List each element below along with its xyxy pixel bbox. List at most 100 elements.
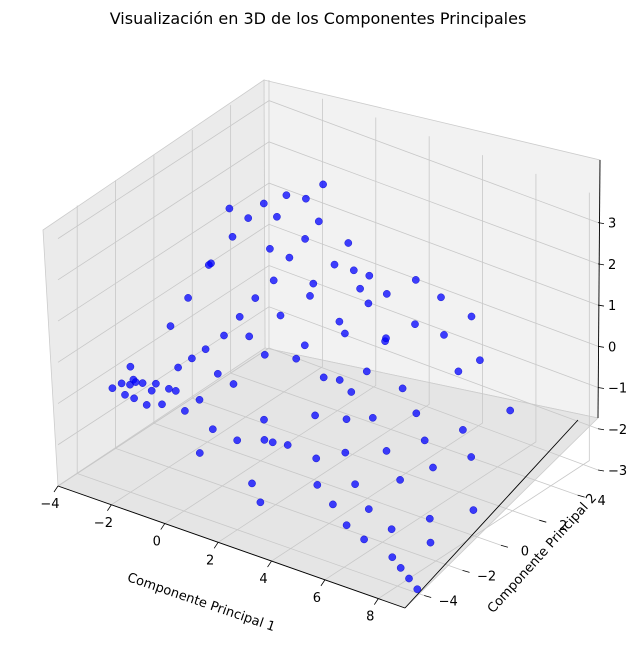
x-tick-mark <box>213 542 219 549</box>
data-point <box>364 505 373 513</box>
x-tick-label: 0 <box>153 535 161 550</box>
data-point <box>259 199 268 208</box>
data-point <box>244 214 252 222</box>
x-gridline <box>271 155 483 562</box>
x-tick-label: 6 <box>313 591 321 606</box>
data-point <box>201 345 210 354</box>
data-point <box>251 294 260 302</box>
data-point <box>228 232 237 241</box>
data-point <box>429 463 437 472</box>
data-point <box>382 447 391 455</box>
x-tick-mark <box>107 504 112 511</box>
data-point <box>302 194 310 203</box>
data-point <box>260 350 269 359</box>
data-point <box>235 312 244 321</box>
data-point <box>273 212 281 221</box>
x-tick-label: 2 <box>206 553 214 568</box>
y-axis-line <box>404 419 579 609</box>
data-point <box>188 354 196 363</box>
data-point <box>147 386 156 395</box>
data-point <box>382 290 391 298</box>
data-point <box>335 376 344 384</box>
x-axis-label: Componente Principal 1 <box>125 570 277 635</box>
y-tick-label: −4 <box>439 594 458 609</box>
y-tick-mark <box>577 494 585 498</box>
data-point <box>411 320 419 329</box>
data-point <box>121 390 129 399</box>
data-point <box>342 415 351 424</box>
x-tick-label: 8 <box>366 610 374 625</box>
data-point <box>382 334 390 343</box>
data-point <box>437 293 445 302</box>
y-tick-mark <box>424 595 432 598</box>
z-gridline <box>57 306 599 446</box>
data-point <box>349 266 358 275</box>
data-point <box>158 400 166 409</box>
z-gridline <box>57 223 599 363</box>
z-tick-label: 1 <box>608 299 616 314</box>
data-point <box>256 498 265 507</box>
data-point <box>184 294 192 302</box>
data-point <box>319 373 328 382</box>
data-point <box>276 311 285 320</box>
data-point <box>420 436 429 445</box>
data-point <box>347 388 356 396</box>
z-tick-label: −3 <box>608 464 627 479</box>
data-point <box>292 354 301 363</box>
data-point <box>405 574 413 583</box>
z-gridline <box>57 141 599 281</box>
y-tick-label: 2 <box>559 519 567 534</box>
x-tick-mark <box>160 523 166 530</box>
chart-title: Visualización en 3D de los Componentes P… <box>110 9 527 28</box>
data-point <box>368 413 377 422</box>
data-point <box>319 180 327 189</box>
data-point <box>469 506 478 514</box>
data-point <box>314 217 323 226</box>
data-point <box>306 292 314 300</box>
x-tick-mark <box>267 560 272 568</box>
data-point <box>195 395 204 404</box>
data-point <box>174 363 182 372</box>
data-point <box>266 244 274 253</box>
z-tick-mark <box>597 345 605 348</box>
z-gridline <box>57 100 599 239</box>
data-point <box>117 379 126 388</box>
data-point <box>166 322 175 330</box>
x-tick-label: −2 <box>94 516 113 531</box>
x-gridline <box>217 136 430 543</box>
grid-lines <box>57 80 599 599</box>
data-point <box>213 369 222 378</box>
data-point <box>138 379 147 387</box>
data-point <box>130 394 138 403</box>
x-gridline <box>378 192 590 599</box>
data-point <box>152 379 160 388</box>
data-point <box>413 585 422 594</box>
x-gridline <box>324 173 537 581</box>
z-tick-label: −1 <box>608 382 627 397</box>
data-point <box>233 436 241 445</box>
data-point <box>396 476 404 484</box>
x-tick-mark <box>320 579 326 587</box>
data-point <box>330 260 339 269</box>
z-tick-mark <box>597 263 605 266</box>
x-tick-label: −4 <box>40 497 59 512</box>
data-point <box>283 441 292 449</box>
data-point <box>108 384 117 393</box>
x-tick-mark <box>373 598 379 605</box>
data-point <box>351 480 359 489</box>
data-point <box>329 500 337 509</box>
y-tick-mark <box>462 569 470 573</box>
data-point <box>220 331 228 340</box>
data-point <box>476 356 484 365</box>
data-point <box>440 331 448 339</box>
data-point <box>142 401 151 409</box>
data-point <box>425 514 434 523</box>
data-point <box>126 362 135 371</box>
data-point <box>426 538 435 547</box>
z-tick-mark <box>597 428 605 431</box>
data-point <box>165 384 173 393</box>
data-point <box>454 367 463 376</box>
z-gridline <box>57 347 599 487</box>
